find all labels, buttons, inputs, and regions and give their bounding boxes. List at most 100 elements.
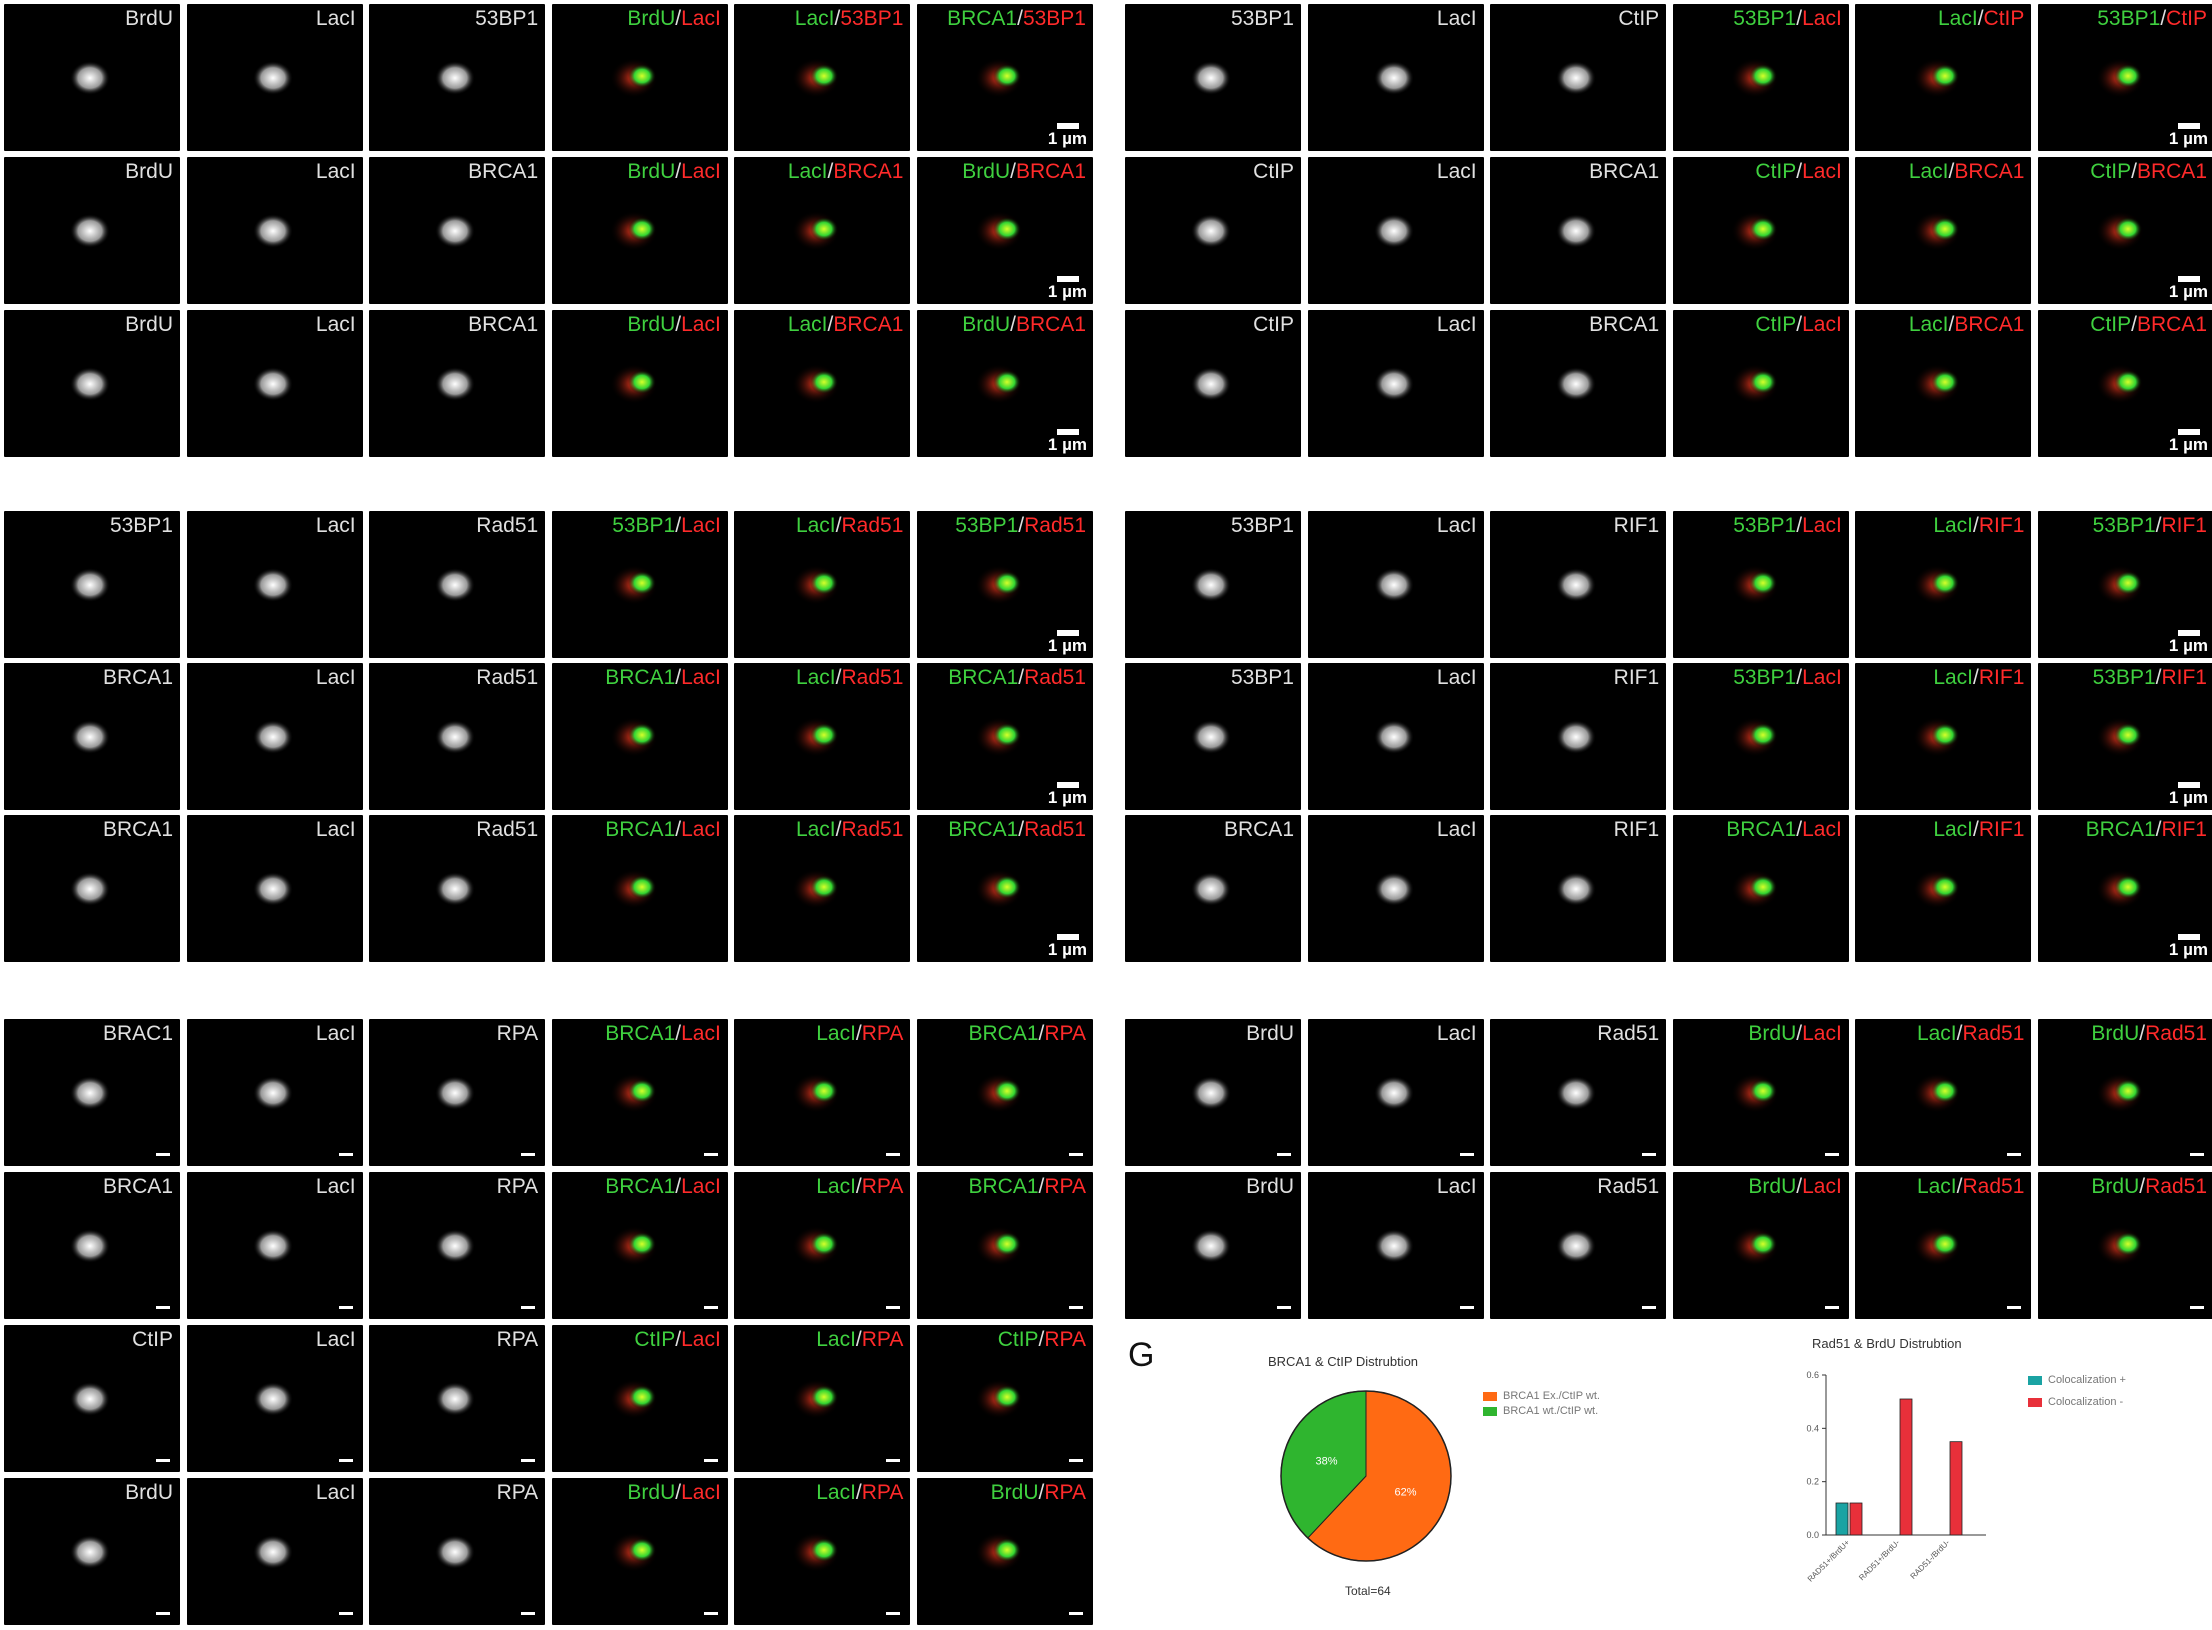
channel-name: LacI <box>1436 514 1477 537</box>
micrograph-image <box>2096 364 2144 404</box>
micrograph-tile: BrdU/RPA <box>917 1478 1093 1625</box>
channel-separator: / <box>1796 160 1803 183</box>
green-channel-name: LacI <box>795 666 836 689</box>
micrograph-tile: 53BP1/LacI <box>1672 4 1849 151</box>
channel-label: LacI/RPA <box>816 1482 903 1503</box>
channel-separator: / <box>1038 1175 1045 1198</box>
micrograph-tile: BrdU <box>1125 1172 1301 1319</box>
green-channel-name: LacI <box>816 1022 856 1045</box>
channel-label: LacI <box>316 819 356 840</box>
green-signal <box>993 217 1021 241</box>
green-channel-name: BrdU <box>627 160 676 183</box>
micrograph-tile: LacI/BRCA1 <box>734 310 911 457</box>
micrograph-tile: BRCA1/RPA <box>917 1019 1093 1166</box>
micrograph-tile: RPA <box>369 1172 546 1319</box>
scale-bar <box>703 1153 718 1156</box>
green-channel-name: 53BP1 <box>612 514 676 537</box>
micrograph-tile: BRCA1/LacI <box>551 815 728 962</box>
green-signal <box>993 1538 1021 1562</box>
channel-name: RIF1 <box>1613 666 1660 689</box>
y-tick-label: 0.4 <box>1806 1423 1819 1433</box>
red-channel-name: RPA <box>1044 1022 1086 1045</box>
micrograph-tile: BRCA1/53BP1 1 µm <box>917 4 1093 151</box>
green-signal <box>810 1538 839 1562</box>
channel-separator: / <box>2160 7 2167 30</box>
micrograph-image <box>1556 872 1597 906</box>
scale-bar <box>1277 1153 1291 1156</box>
micrograph-image <box>1730 211 1779 251</box>
red-channel-name: BRCA1 <box>1954 160 2025 183</box>
micrograph-image <box>1730 869 1779 909</box>
micrograph-image <box>1730 58 1779 98</box>
channel-name: LacI <box>1436 666 1477 689</box>
channel-label: RPA <box>497 1023 539 1044</box>
green-signal <box>810 875 839 899</box>
scale-bar <box>156 1459 170 1462</box>
micrograph-tile: BRCA1 <box>1125 815 1301 962</box>
channel-label: Rad51 <box>1597 1023 1659 1044</box>
channel-separator: / <box>1038 1022 1045 1045</box>
focus-spot <box>252 1229 293 1263</box>
bar-chart-title: Rad51 & BrdU Distrubtion <box>1812 1336 1962 1351</box>
green-channel-name: CtIP <box>1755 160 1797 183</box>
micrograph-image <box>975 717 1023 757</box>
channel-separator: / <box>1956 1175 1963 1198</box>
micrograph-image <box>2096 869 2144 909</box>
channel-separator: / <box>675 1022 682 1045</box>
channel-name: CtIP <box>1253 313 1294 336</box>
micrograph-image <box>609 1379 658 1419</box>
green-channel-name: BrdU <box>962 313 1011 336</box>
channel-label: BRCA1/LacI <box>605 667 721 688</box>
channel-separator: / <box>1948 313 1955 336</box>
green-channel-name: LacI <box>787 313 828 336</box>
green-channel-name: LacI <box>816 1328 856 1351</box>
micrograph-image <box>435 1229 476 1263</box>
channel-label: BRCA1/RPA <box>969 1176 1087 1197</box>
channel-label: LacI <box>1437 667 1477 688</box>
micrograph-image <box>70 872 110 906</box>
red-channel-name: CtIP <box>1983 7 2025 30</box>
green-signal <box>627 64 656 88</box>
micrograph-tile: LacI <box>186 511 363 658</box>
channel-name: BrdU <box>1246 1175 1294 1198</box>
green-signal <box>2114 1079 2142 1103</box>
micrograph-image <box>1913 565 1962 605</box>
micrograph-tile: LacI/Rad51 <box>1855 1172 2032 1319</box>
green-signal <box>627 875 656 899</box>
pie-slice-label: 62% <box>1394 1487 1416 1499</box>
channel-label: BrdU <box>1246 1176 1294 1197</box>
micrograph-tile: BRCA1/LacI <box>551 663 728 810</box>
bar-legend-item: Colocalization - <box>2028 1396 2123 1408</box>
focus-spot <box>252 367 293 401</box>
micrograph-image <box>1191 1229 1231 1263</box>
micrograph-image <box>1373 720 1414 754</box>
micrograph-tile: 53BP1/RIF1 1 µm <box>2038 511 2212 658</box>
micrograph-image <box>1730 364 1779 404</box>
pie-legend-item: BRCA1 wt./CtIP wt. <box>1483 1405 1598 1417</box>
micrograph-tile: BRCA1/LacI <box>1672 815 1849 962</box>
scale-bar <box>1824 1306 1839 1309</box>
micrograph-tile: BrdU/BRCA1 1 µm <box>917 310 1093 457</box>
scale-bar <box>1459 1306 1474 1309</box>
micrograph-tile: CtIP/LacI <box>551 1325 728 1472</box>
micrograph-image <box>792 1532 841 1572</box>
micrograph-image <box>1913 1226 1962 1266</box>
channel-label: LacI <box>1437 819 1477 840</box>
channel-label: RPA <box>497 1176 539 1197</box>
channel-separator: / <box>855 1328 862 1351</box>
micrograph-tile: 53BP1/CtIP 1 µm <box>2038 4 2212 151</box>
green-signal <box>1931 875 1960 899</box>
green-signal <box>993 64 1021 88</box>
micrograph-tile: LacI/Rad51 <box>734 815 911 962</box>
micrograph-tile: BrdU/LacI <box>1672 1172 1849 1319</box>
channel-label: LacI <box>316 1176 356 1197</box>
scale-bar <box>2178 276 2200 282</box>
focus-spot <box>1556 1229 1597 1263</box>
pie-chart-footer: Total=64 <box>1345 1584 1391 1598</box>
green-channel-name: CtIP <box>997 1328 1039 1351</box>
micrograph-image <box>609 58 658 98</box>
channel-label: Rad51 <box>1597 1176 1659 1197</box>
channel-label: CtIP/BRCA1 <box>2090 161 2207 182</box>
green-channel-name: BRCA1 <box>947 7 1018 30</box>
micrograph-image <box>252 1382 293 1416</box>
